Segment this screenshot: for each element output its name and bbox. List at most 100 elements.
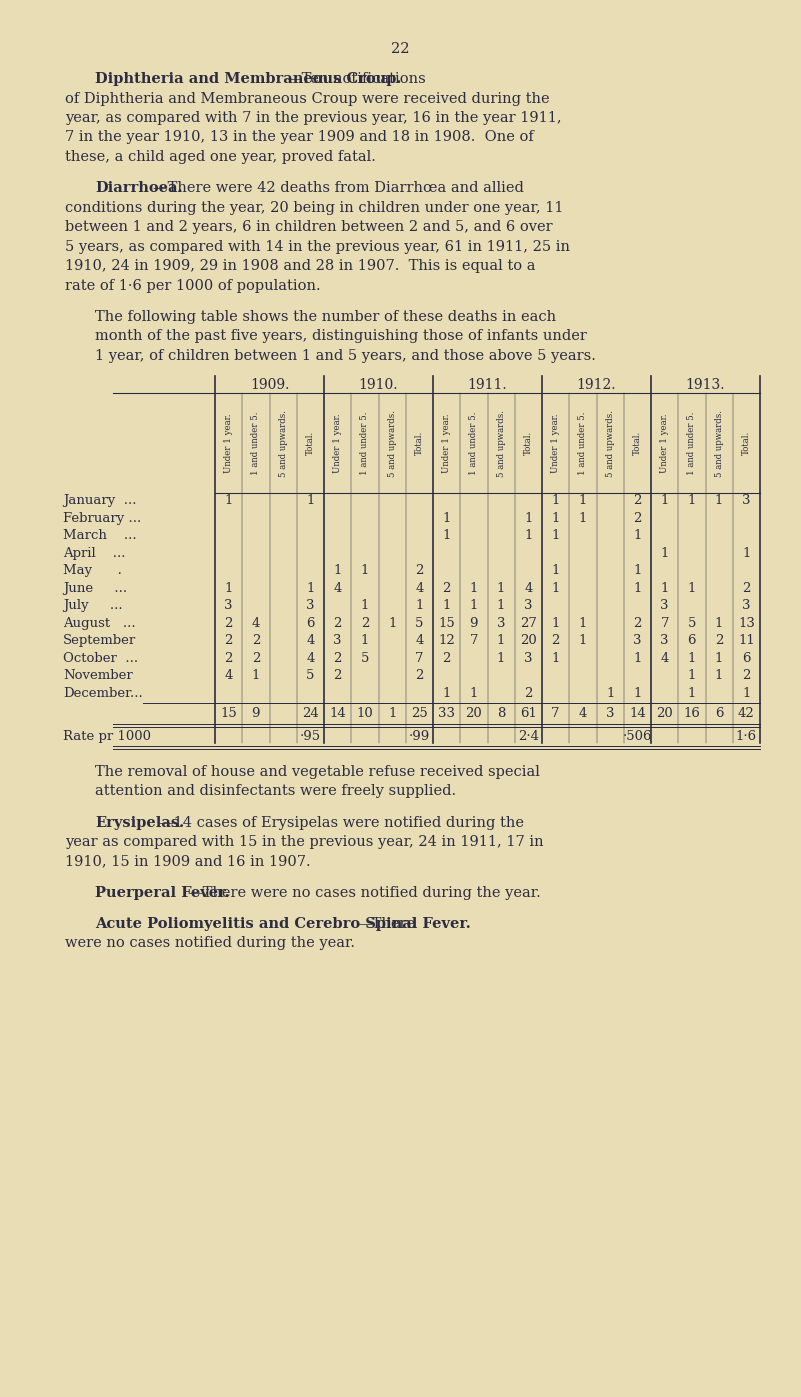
Text: ·95: ·95 <box>300 731 321 743</box>
Text: 4: 4 <box>333 583 342 595</box>
Text: 2: 2 <box>524 687 533 700</box>
Text: Total.: Total. <box>415 432 424 455</box>
Text: 5: 5 <box>360 652 369 665</box>
Text: 1: 1 <box>551 529 560 542</box>
Text: ·99: ·99 <box>409 731 430 743</box>
Text: —There were no cases notified during the year.: —There were no cases notified during the… <box>188 886 541 900</box>
Text: August   ...: August ... <box>63 617 135 630</box>
Text: 1910.: 1910. <box>359 379 398 393</box>
Text: 61: 61 <box>520 707 537 721</box>
Text: 2: 2 <box>224 634 233 647</box>
Text: 16: 16 <box>683 707 700 721</box>
Text: 8: 8 <box>497 707 505 721</box>
Text: 22: 22 <box>391 42 409 56</box>
Text: 2: 2 <box>252 634 260 647</box>
Text: 2: 2 <box>333 617 342 630</box>
Text: 24: 24 <box>302 707 319 721</box>
Text: 1: 1 <box>306 583 315 595</box>
Text: 1911.: 1911. <box>468 379 507 393</box>
Text: 1: 1 <box>360 564 369 577</box>
Text: 7 in the year 1910, 13 in the year 1909 and 18 in 1908.  One of: 7 in the year 1910, 13 in the year 1909 … <box>65 130 533 144</box>
Text: 1: 1 <box>551 617 560 630</box>
Text: 1: 1 <box>661 583 669 595</box>
Text: 5 and upwards.: 5 and upwards. <box>714 409 723 476</box>
Text: 1: 1 <box>688 652 696 665</box>
Text: 3: 3 <box>333 634 342 647</box>
Text: 3: 3 <box>524 599 533 612</box>
Text: October  ...: October ... <box>63 652 138 665</box>
Text: —Ten notifications: —Ten notifications <box>287 73 426 87</box>
Text: 4: 4 <box>306 652 315 665</box>
Text: 2: 2 <box>442 652 451 665</box>
Text: 12: 12 <box>438 634 455 647</box>
Text: 6: 6 <box>687 634 696 647</box>
Text: June     ...: June ... <box>63 583 127 595</box>
Text: 3: 3 <box>497 617 505 630</box>
Text: 2: 2 <box>633 495 642 507</box>
Text: of Diphtheria and Membraneous Croup were received during the: of Diphtheria and Membraneous Croup were… <box>65 91 549 106</box>
Text: 2: 2 <box>442 583 451 595</box>
Text: Total.: Total. <box>306 432 315 455</box>
Text: 7: 7 <box>551 707 560 721</box>
Text: Total.: Total. <box>524 432 533 455</box>
Text: May      .: May . <box>63 564 122 577</box>
Text: 1: 1 <box>743 548 751 560</box>
Text: 1: 1 <box>688 687 696 700</box>
Text: 1910, 24 in 1909, 29 in 1908 and 28 in 1907.  This is equal to a: 1910, 24 in 1909, 29 in 1908 and 28 in 1… <box>65 260 536 274</box>
Text: 2·4: 2·4 <box>518 731 539 743</box>
Text: 15: 15 <box>220 707 237 721</box>
Text: 1: 1 <box>524 511 533 525</box>
Text: 2: 2 <box>333 669 342 683</box>
Text: 4: 4 <box>524 583 533 595</box>
Text: 2: 2 <box>633 617 642 630</box>
Text: 3: 3 <box>224 599 233 612</box>
Text: 1: 1 <box>661 495 669 507</box>
Text: 3: 3 <box>742 599 751 612</box>
Text: 5: 5 <box>688 617 696 630</box>
Text: January  ...: January ... <box>63 495 136 507</box>
Text: 1: 1 <box>497 583 505 595</box>
Text: 1: 1 <box>551 652 560 665</box>
Text: 1: 1 <box>551 583 560 595</box>
Text: 11: 11 <box>738 634 755 647</box>
Text: 1: 1 <box>442 599 451 612</box>
Text: 14: 14 <box>629 707 646 721</box>
Text: 1: 1 <box>633 652 642 665</box>
Text: ·506: ·506 <box>622 731 652 743</box>
Text: 20: 20 <box>520 634 537 647</box>
Text: Under 1 year.: Under 1 year. <box>660 414 669 474</box>
Text: 1: 1 <box>469 583 478 595</box>
Text: 6: 6 <box>306 617 315 630</box>
Text: 2: 2 <box>743 583 751 595</box>
Text: 7: 7 <box>469 634 478 647</box>
Text: 2: 2 <box>743 669 751 683</box>
Text: November: November <box>63 669 133 683</box>
Text: 2: 2 <box>333 652 342 665</box>
Text: The following table shows the number of these deaths in each: The following table shows the number of … <box>95 310 556 324</box>
Text: 1 year, of children between 1 and 5 years, and those above 5 years.: 1 year, of children between 1 and 5 year… <box>95 349 596 363</box>
Text: 1: 1 <box>688 669 696 683</box>
Text: 4: 4 <box>306 634 315 647</box>
Text: 4: 4 <box>415 634 424 647</box>
Text: 1: 1 <box>578 617 587 630</box>
Text: 1: 1 <box>388 617 396 630</box>
Text: 1: 1 <box>606 687 614 700</box>
Text: rate of 1·6 per 1000 of population.: rate of 1·6 per 1000 of population. <box>65 278 320 293</box>
Text: 1: 1 <box>442 529 451 542</box>
Text: 1: 1 <box>442 511 451 525</box>
Text: 7: 7 <box>660 617 669 630</box>
Text: —14 cases of Erysipelas were notified during the: —14 cases of Erysipelas were notified du… <box>159 816 524 830</box>
Text: 1: 1 <box>497 634 505 647</box>
Text: 1: 1 <box>633 564 642 577</box>
Text: Diarrhoea.: Diarrhoea. <box>95 182 183 196</box>
Text: 4: 4 <box>252 617 260 630</box>
Text: 1: 1 <box>224 583 233 595</box>
Text: 1: 1 <box>578 634 587 647</box>
Text: 1: 1 <box>715 617 723 630</box>
Text: 1: 1 <box>715 495 723 507</box>
Text: 10: 10 <box>356 707 373 721</box>
Text: 2: 2 <box>551 634 560 647</box>
Text: The removal of house and vegetable refuse received special: The removal of house and vegetable refus… <box>95 764 540 778</box>
Text: 1: 1 <box>688 583 696 595</box>
Text: 4: 4 <box>578 707 587 721</box>
